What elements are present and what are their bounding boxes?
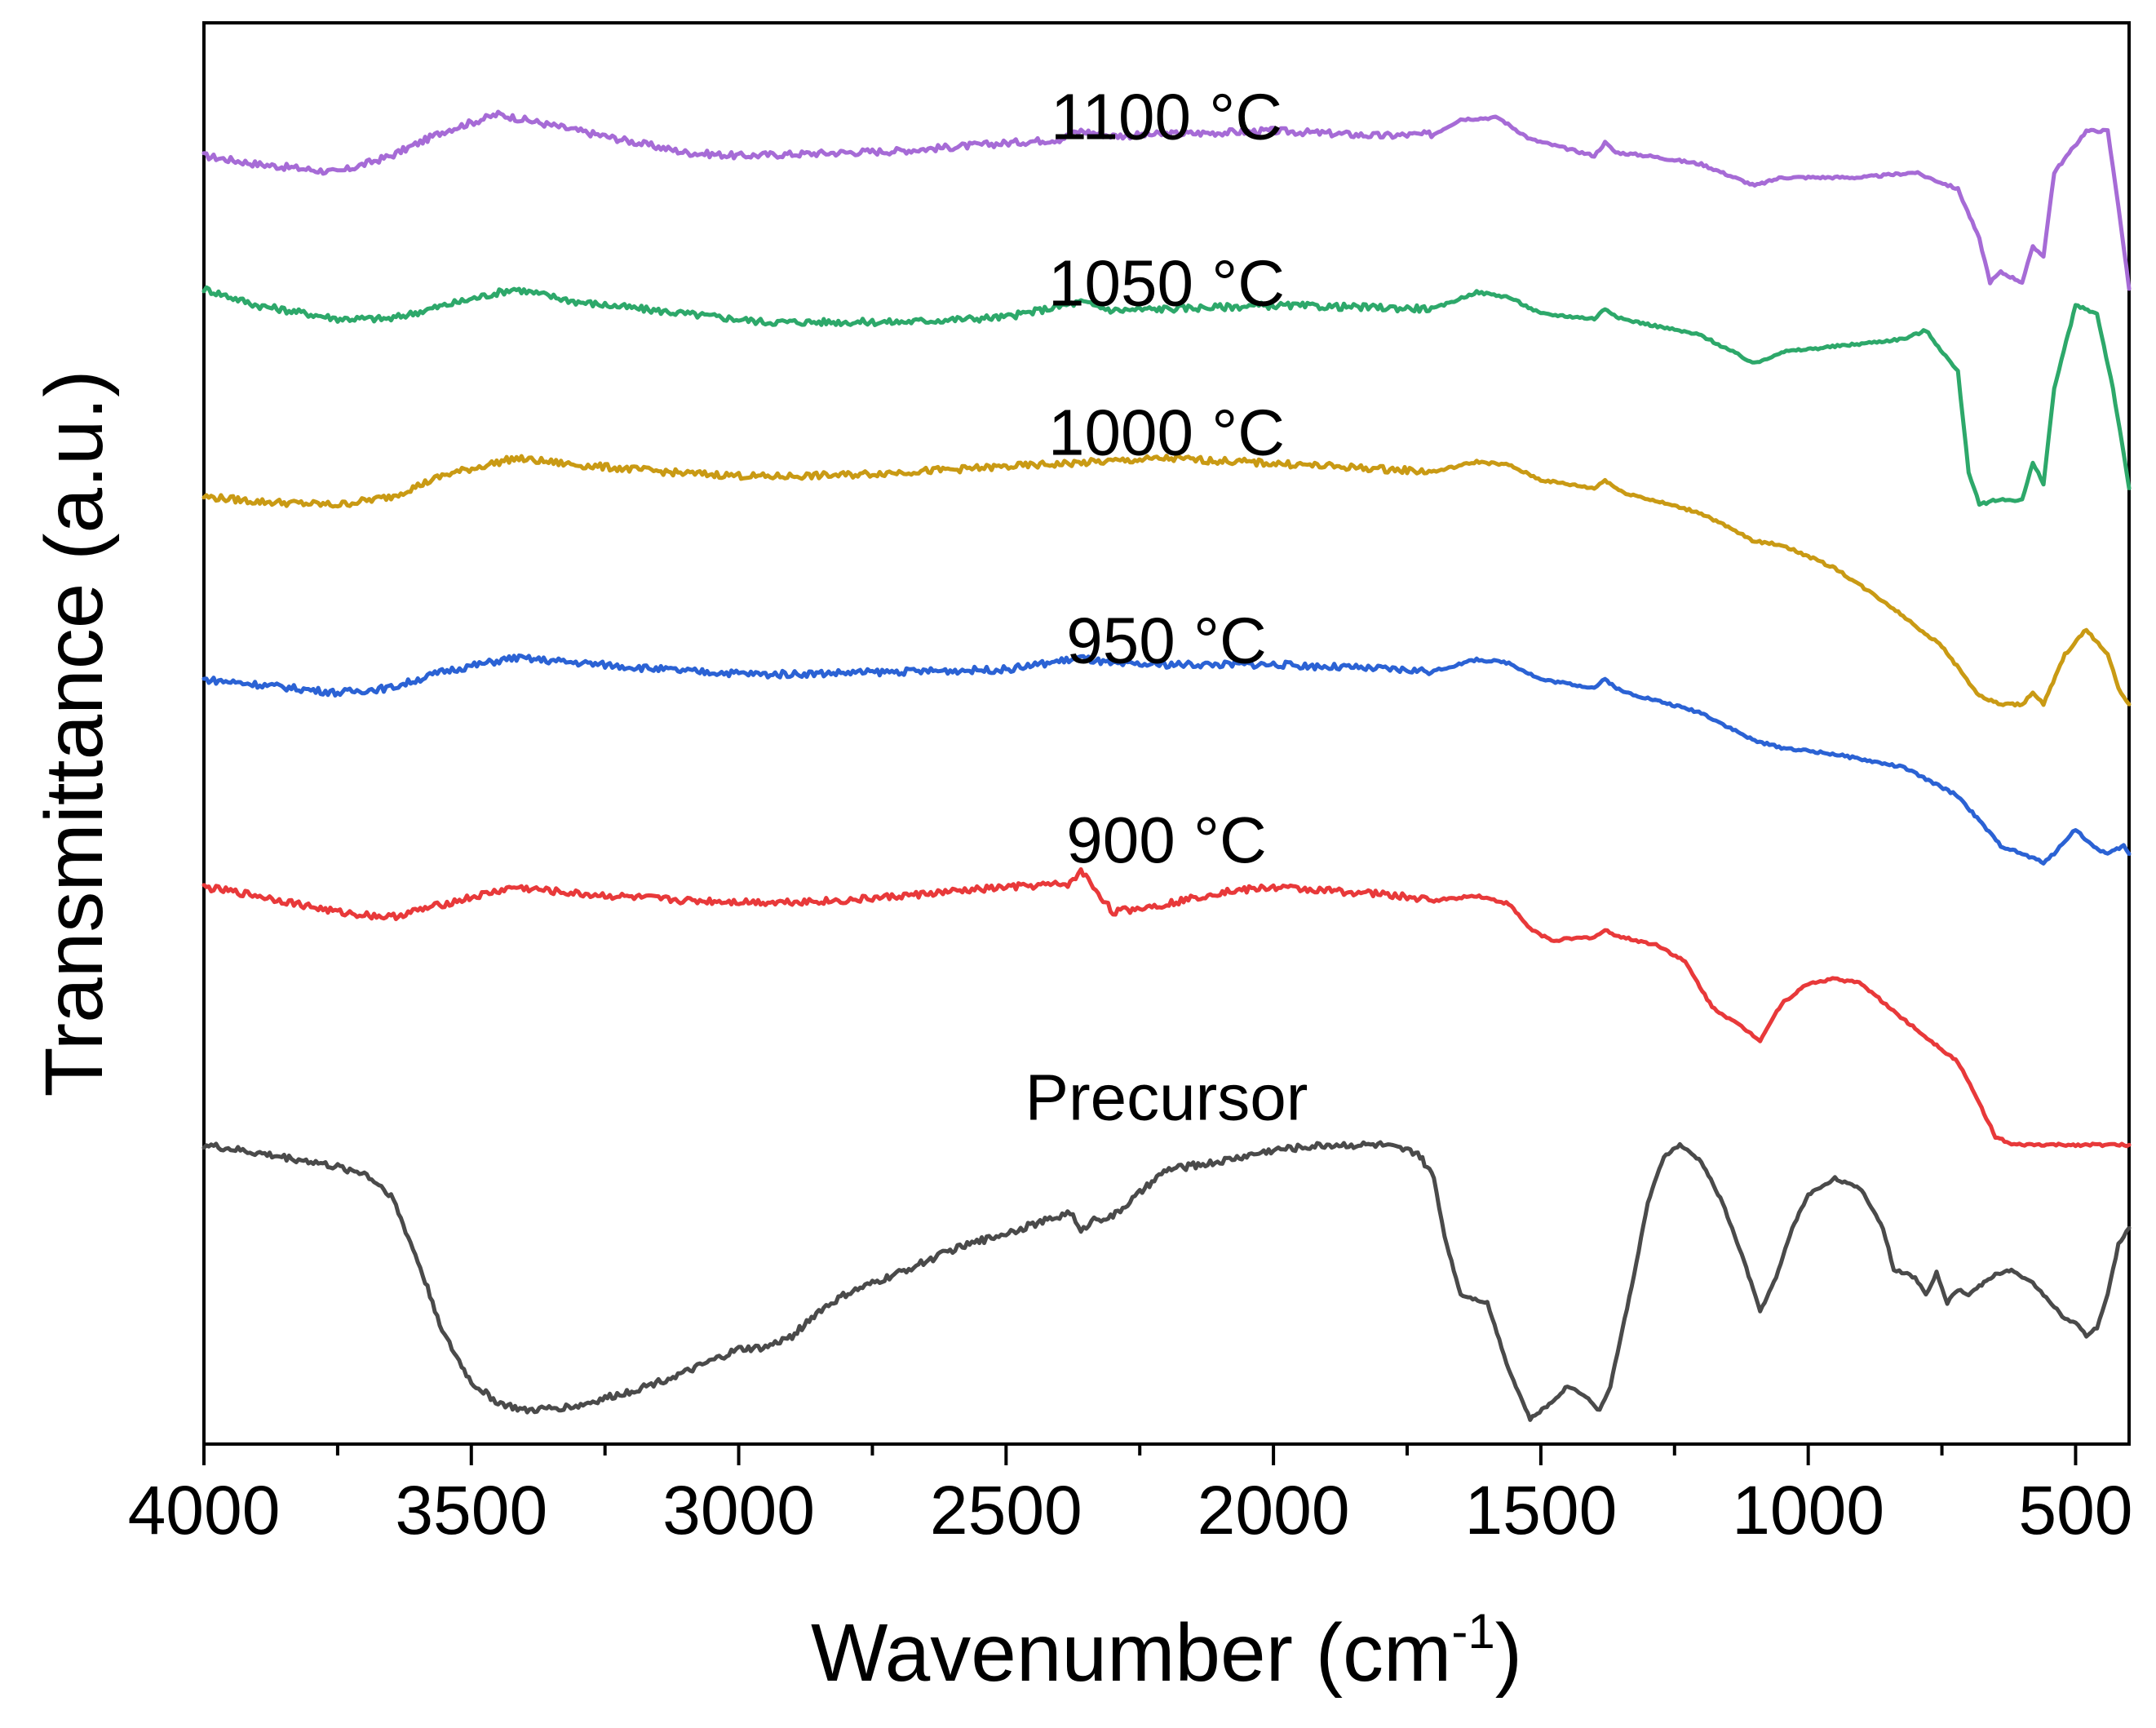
series-line-4 [201, 653, 2132, 866]
series-label-6: Precursor [1025, 1061, 1308, 1134]
series-line-5 [201, 867, 2132, 1149]
x-tick-label-3500: 3500 [395, 1472, 547, 1549]
x-tick-label-2000: 2000 [1198, 1472, 1350, 1549]
series-layer [201, 109, 2132, 1422]
series-line-2 [201, 285, 2132, 507]
series-line-1 [201, 109, 2132, 291]
plot-frame [202, 21, 2131, 1446]
series-labels: 1100 °C 1050 °C 1000 °C 950 °C 900 °C Precurs… [1025, 81, 1308, 1134]
series-label-2: 1050 °C [1048, 246, 1285, 319]
x-tick-label-4000: 4000 [128, 1472, 281, 1549]
x-tick-label-1000: 1000 [1732, 1472, 1884, 1549]
x-axis: 4000 3500 3000 2500 2000 1500 1000 500 [128, 1444, 2133, 1549]
x-tick-label-3000: 3000 [662, 1472, 815, 1549]
series-label-1: 1100 °C [1051, 81, 1282, 153]
series-label-3: 1000 °C [1048, 397, 1285, 469]
series-label-4: 950 °C [1066, 604, 1266, 676]
series-line-3 [201, 454, 2132, 708]
series-label-5: 900 °C [1066, 804, 1266, 876]
x-tick-label-2500: 2500 [930, 1472, 1082, 1549]
plot-area [202, 21, 2131, 1446]
series-line-6 [201, 1140, 2132, 1422]
y-axis-title: Transmittance (a.u.) [29, 370, 120, 1097]
x-tick-label-500: 500 [2018, 1472, 2132, 1549]
x-tick-label-1500: 1500 [1464, 1472, 1617, 1549]
x-axis-title: Wavenumber (cm-1) [811, 1604, 1522, 1699]
